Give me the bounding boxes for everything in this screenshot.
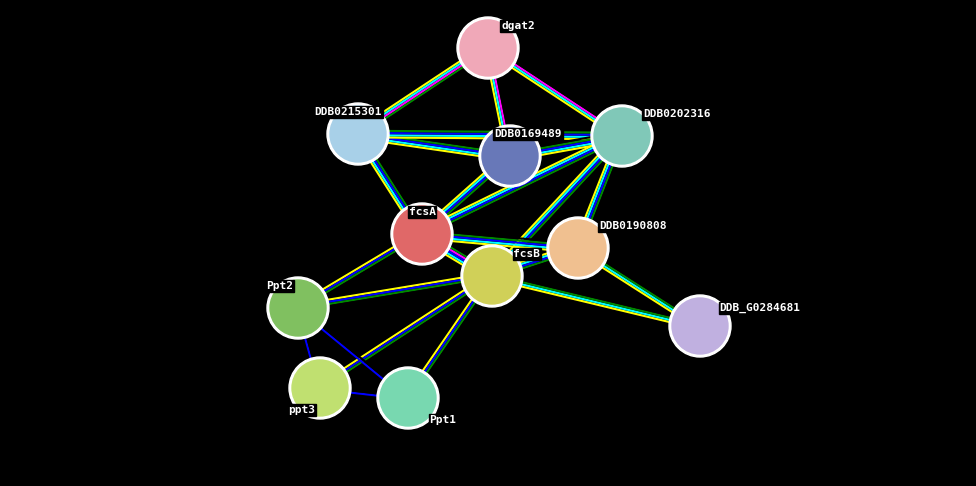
Circle shape <box>391 203 453 265</box>
Text: DDB0190808: DDB0190808 <box>599 221 667 231</box>
Circle shape <box>460 20 516 76</box>
Text: fcsB: fcsB <box>513 249 541 259</box>
Text: Ppt1: Ppt1 <box>429 415 457 425</box>
Circle shape <box>669 295 731 357</box>
Circle shape <box>594 108 650 164</box>
Circle shape <box>327 103 389 165</box>
Circle shape <box>464 248 520 304</box>
Circle shape <box>377 367 439 429</box>
Circle shape <box>267 277 329 339</box>
Text: ppt3: ppt3 <box>289 405 315 415</box>
Text: DDB_G0284681: DDB_G0284681 <box>719 303 800 313</box>
Text: DDB0202316: DDB0202316 <box>643 109 711 119</box>
Circle shape <box>547 217 609 279</box>
Text: fcsA: fcsA <box>409 207 435 217</box>
Circle shape <box>292 360 348 416</box>
Circle shape <box>289 357 351 419</box>
Circle shape <box>330 106 386 162</box>
Circle shape <box>394 206 450 262</box>
Circle shape <box>270 280 326 336</box>
Circle shape <box>479 125 541 187</box>
Text: DDB0215301: DDB0215301 <box>314 107 382 117</box>
Text: Ppt2: Ppt2 <box>266 281 294 291</box>
Circle shape <box>461 245 523 307</box>
Circle shape <box>672 298 728 354</box>
Text: dgat2: dgat2 <box>501 21 535 31</box>
Circle shape <box>591 105 653 167</box>
Circle shape <box>457 17 519 79</box>
Circle shape <box>482 128 538 184</box>
Text: DDB0169489: DDB0169489 <box>494 129 562 139</box>
Circle shape <box>380 370 436 426</box>
Circle shape <box>550 220 606 276</box>
